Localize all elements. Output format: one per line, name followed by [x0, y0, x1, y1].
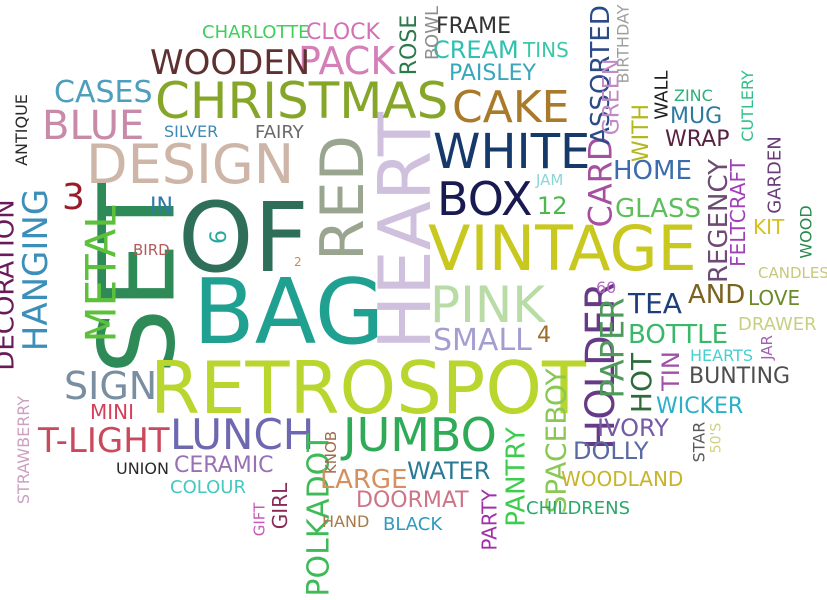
- word-antique: ANTIQUE: [11, 94, 31, 166]
- word-charlotte: CHARLOTTE: [202, 22, 310, 43]
- word-knob: KNOB: [322, 430, 341, 475]
- word-feltcraft: FELTCRAFT: [725, 159, 750, 267]
- word-cases: CASES: [54, 75, 153, 110]
- word-christmas: CHRISTMAS: [155, 72, 449, 130]
- word-bottle: BOTTLE: [628, 320, 729, 350]
- word-tin: TIN: [656, 351, 685, 391]
- word-candles: CANDLES: [758, 264, 827, 282]
- word-wooden: WOODEN: [150, 43, 311, 83]
- word-with: WITH: [629, 103, 655, 163]
- word-childrens: CHILDRENS: [526, 498, 631, 519]
- word-card: CARD: [581, 136, 620, 228]
- word-hearts: HEARTS: [690, 346, 753, 365]
- word-wicker: WICKER: [656, 394, 744, 419]
- word-ceramic: CERAMIC: [174, 453, 274, 478]
- word-white: WHITE: [433, 124, 591, 180]
- word-home: HOME: [613, 156, 692, 186]
- word-mug: MUG: [670, 104, 723, 129]
- word-vintage: VINTAGE: [428, 212, 697, 285]
- word-fairy: FAIRY: [255, 122, 304, 143]
- word-lunch: LUNCH: [170, 410, 315, 459]
- word-decoration: DECORATION: [0, 199, 21, 371]
- word-60: 60: [596, 278, 617, 297]
- word-hot: HOT: [625, 352, 659, 414]
- word-gift: GIFT: [250, 502, 269, 537]
- word-red: RED: [307, 135, 378, 261]
- word-wood: WOOD: [796, 205, 816, 259]
- word-3: 3: [62, 177, 85, 218]
- word-birthday: BIRTHDAY: [613, 4, 633, 84]
- word-4: 4: [537, 323, 551, 348]
- word-blue: BLUE: [42, 103, 145, 149]
- word-water: WATER: [407, 457, 491, 485]
- word-wall: WALL: [651, 70, 673, 120]
- word-sign: SIGN: [64, 364, 158, 408]
- word-box: BOX: [437, 172, 533, 226]
- word-doormat: DOORMAT: [356, 488, 469, 513]
- word-clock: CLOCK: [306, 20, 380, 45]
- word-hanging: HANGING: [16, 188, 57, 352]
- word-in: IN: [150, 194, 173, 219]
- word-girl: GIRL: [268, 482, 293, 530]
- word-spaceboy: SPACEBOY: [539, 368, 573, 514]
- word-jumbo: JUMBO: [343, 408, 497, 462]
- word-jam: JAM: [536, 171, 564, 189]
- word-rose: ROSE: [397, 14, 423, 76]
- word-metal: METAL: [76, 205, 126, 343]
- word-retrospot: RETROSPOT: [150, 346, 586, 430]
- word-12: 12: [537, 192, 568, 220]
- word-tea: TEA: [628, 287, 682, 320]
- word-tins: TINS: [523, 38, 569, 62]
- word-wrap: WRAP: [665, 127, 730, 152]
- word-of: OF: [178, 182, 309, 294]
- word-pink: PINK: [430, 276, 546, 334]
- word-pack: PACK: [298, 39, 396, 83]
- word-t-light: T-LIGHT: [38, 421, 170, 461]
- word-cutlery: CUTLERY: [737, 70, 757, 142]
- word-dolly: DOLLY: [573, 437, 649, 465]
- word-star: STAR: [689, 421, 709, 463]
- word-jar: JAR: [757, 335, 776, 360]
- word-paisley: PAISLEY: [449, 61, 536, 86]
- word-large: LARGE: [320, 465, 408, 495]
- word-zinc: ZINC: [674, 86, 713, 105]
- word-mini: MINI: [90, 400, 135, 424]
- word-union: UNION: [116, 459, 169, 478]
- word-ivory: IVORY: [597, 414, 669, 442]
- word-black: BLACK: [383, 514, 443, 535]
- word-6: 6: [207, 230, 232, 244]
- word-and: AND: [688, 280, 746, 310]
- word-hand: HAND: [322, 512, 370, 531]
- word-woodland: WOODLAND: [561, 467, 684, 491]
- word-silver: SILVER: [164, 122, 219, 141]
- word-kit: KIT: [753, 215, 785, 239]
- word-garden: GARDEN: [764, 136, 786, 214]
- word-cream: CREAM: [433, 36, 519, 64]
- word-small: SMALL: [433, 323, 532, 358]
- word-frame: FRAME: [436, 14, 511, 39]
- word-bowl: BOWL: [422, 5, 444, 61]
- word-party: PARTY: [477, 489, 502, 551]
- word-design: DESIGN: [86, 133, 295, 196]
- word-drawer: DRAWER: [738, 314, 817, 335]
- word-glass: GLASS: [615, 194, 702, 224]
- word-paper: PAPER: [593, 297, 632, 399]
- word-bag: BAG: [193, 260, 385, 365]
- word-cake: CAKE: [452, 82, 570, 133]
- word-2: 2: [294, 255, 302, 269]
- word-colour: COLOUR: [170, 477, 246, 498]
- word-50s: 50'S: [708, 422, 725, 454]
- word-love: LOVE: [748, 286, 801, 310]
- word-bunting: BUNTING: [689, 364, 791, 389]
- word-strawberry: STRAWBERRY: [14, 395, 34, 505]
- word-bird: BIRD: [133, 241, 170, 259]
